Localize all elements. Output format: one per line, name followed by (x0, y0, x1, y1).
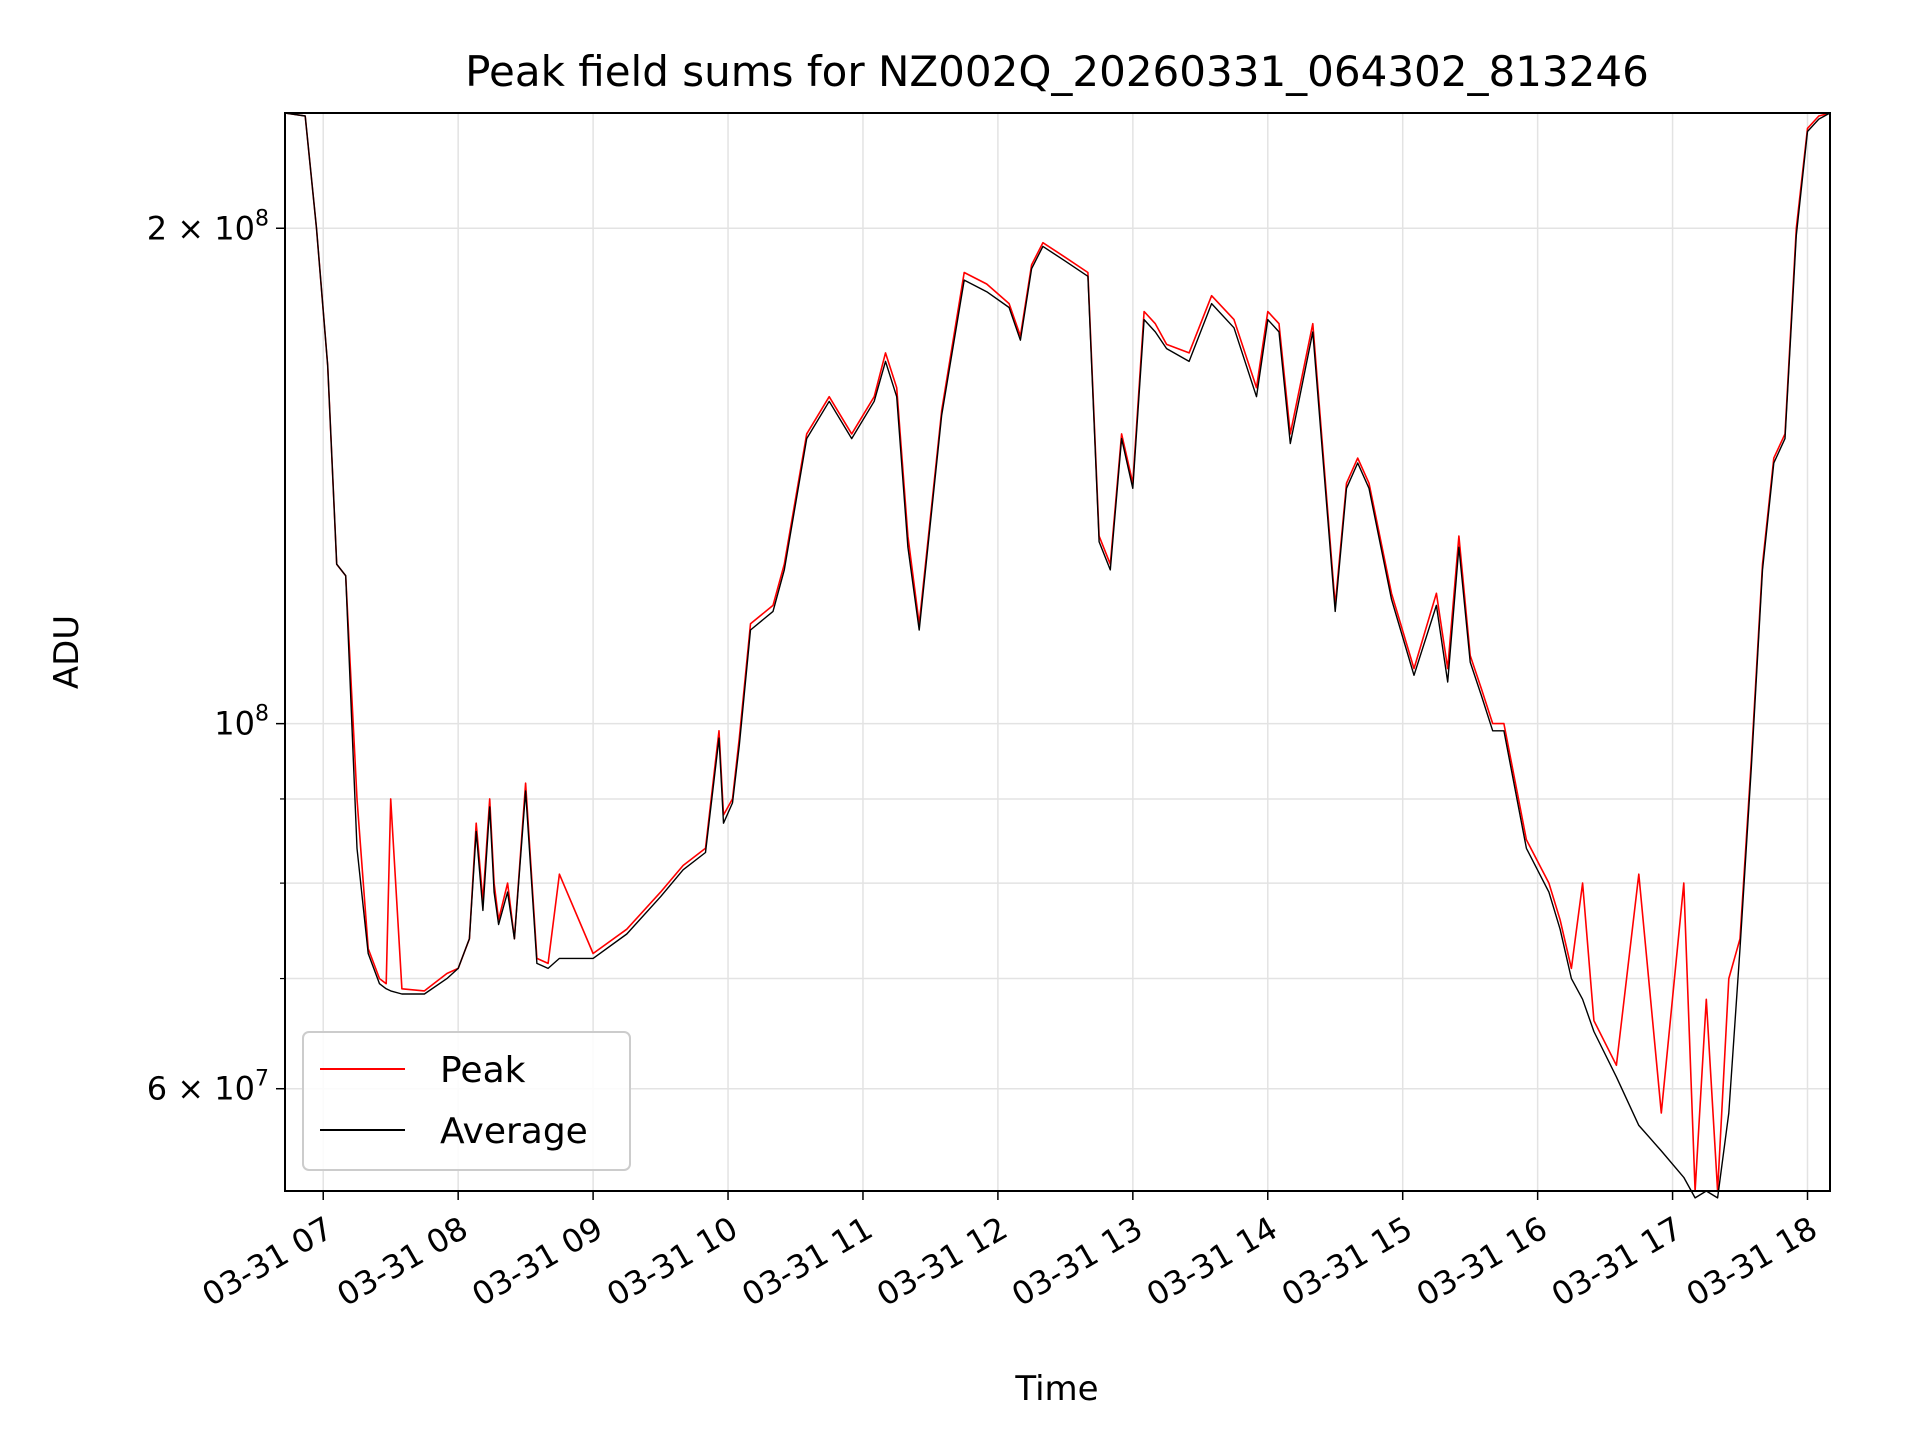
y-tick-label: 108 (214, 702, 269, 743)
legend-box (302, 1031, 631, 1171)
plot-frame (284, 112, 1831, 1192)
y-tick-label: 6 × 107 (147, 1067, 269, 1108)
y-axis-label: ADU (47, 615, 87, 689)
series-layer (284, 112, 1831, 1199)
legend-label-average: Average (440, 1111, 588, 1152)
legend-label-peak: Peak (440, 1050, 526, 1091)
y-tick-label: 2 × 108 (147, 206, 269, 247)
x-axis-label: Time (1014, 1369, 1098, 1409)
series-line-average (284, 112, 1831, 1199)
y-axis: 2 × 108 108 6 × 107 (147, 206, 285, 1108)
grid (285, 113, 1830, 1191)
chart-title: Peak field sums for NZ002Q_20260331_0643… (465, 47, 1649, 96)
legend: Peak Average (302, 1031, 631, 1171)
